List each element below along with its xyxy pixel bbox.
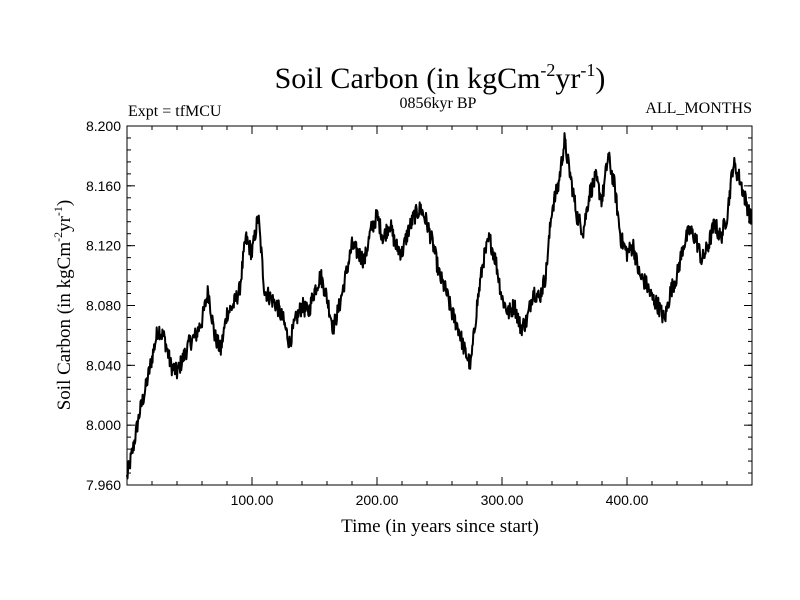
y-tick-label: 7.960	[86, 477, 121, 493]
y-tick-label: 8.000	[86, 417, 121, 433]
soil-carbon-series-line	[126, 132, 753, 480]
chart-title: Soil Carbon (in kgCm-2yr-1)	[275, 60, 606, 95]
y-axis-label: Soil Carbon (in kgCm-2yr-1)	[51, 200, 75, 411]
subtitle-period: 0856kyr BP	[400, 95, 477, 112]
y-tick-label: 8.040	[86, 357, 121, 373]
y-tick-label: 8.080	[86, 298, 121, 314]
x-tick-label: 400.00	[606, 492, 649, 508]
subtitle-experiment: Expt = tfMCU	[128, 103, 222, 120]
x-tick-label: 100.00	[231, 492, 274, 508]
x-axis-label: Time (in years since start)	[341, 516, 539, 537]
y-axis: 7.960 8.000 8.040 8.080 8.120 8.160 8.200	[86, 118, 752, 493]
x-tick-label: 200.00	[356, 492, 399, 508]
y-tick-label: 8.120	[86, 238, 121, 254]
subtitle-months: ALL_MONTHS	[645, 100, 752, 117]
x-axis: 100.00 200.00 300.00 400.00	[231, 126, 649, 508]
x-tick-label: 300.00	[481, 492, 524, 508]
y-tick-label: 8.200	[86, 118, 121, 134]
y-tick-label: 8.160	[86, 178, 121, 194]
